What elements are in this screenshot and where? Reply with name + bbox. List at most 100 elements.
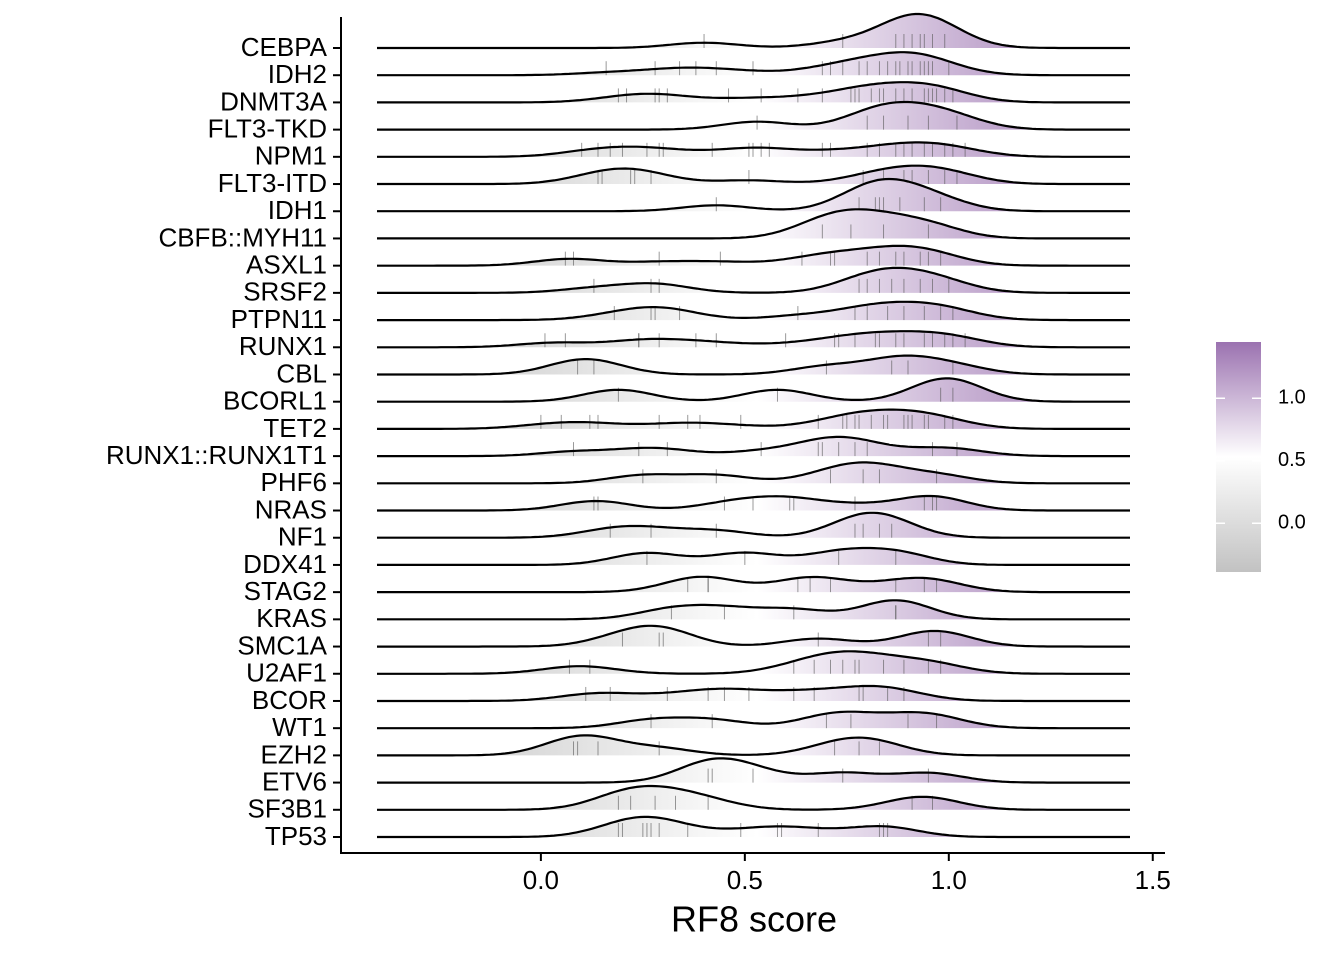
y-tick-label: SMC1A (237, 630, 327, 660)
ridge-fill (377, 52, 1130, 76)
ridge-fill (377, 462, 1130, 484)
density-line (377, 546, 1130, 566)
ridge (377, 266, 1130, 294)
density-line (377, 734, 1130, 757)
ridge-fill (377, 548, 1130, 565)
density-line (377, 624, 1130, 648)
y-tick-label: TET2 (263, 413, 327, 443)
x-tick-label: 0.0 (523, 865, 559, 895)
y-tick-label: WT1 (272, 712, 327, 742)
ridge (377, 408, 1130, 430)
ridge (377, 575, 1130, 594)
x-tick-label: 0.5 (727, 865, 763, 895)
y-tick-label: PTPN11 (231, 304, 327, 334)
density-line (377, 461, 1130, 485)
y-tick-label: PHF6 (261, 467, 327, 497)
y-tick-label: CEBPA (241, 32, 328, 62)
ridge-fill (377, 165, 1130, 185)
density-line (377, 784, 1130, 811)
density-line (377, 300, 1130, 322)
y-tick-label: BCORL1 (223, 386, 327, 416)
y-tick-label: DDX41 (243, 549, 327, 579)
ridge (377, 710, 1130, 730)
y-tick-label: IDH1 (268, 195, 327, 225)
density-line (377, 244, 1130, 267)
x-axis-title: RF8 score (671, 899, 837, 940)
ridge (377, 377, 1130, 403)
ridge (377, 734, 1130, 757)
y-tick-label: CBL (276, 358, 327, 388)
ridge (377, 546, 1130, 566)
density-line (377, 599, 1130, 621)
axes: 0.0 0.5 1.0 1.5 CEBPAIDH2DNMT3AFLT3-TKDNPM1F… (106, 32, 1171, 895)
density-line (377, 435, 1130, 458)
density-line (377, 650, 1130, 675)
ridges (377, 12, 1130, 839)
ridge-fill (377, 378, 1130, 402)
ridge (377, 164, 1130, 186)
ridge (377, 100, 1130, 131)
colorbar-tick-label: 0.0 (1278, 512, 1306, 534)
ridge (377, 461, 1130, 485)
density-line (377, 408, 1130, 430)
ridge-fill (377, 267, 1130, 293)
ridge (377, 51, 1130, 77)
y-tick-label: NF1 (278, 522, 327, 552)
density-line (377, 81, 1130, 104)
density-line (377, 494, 1130, 512)
y-tick-label: IDH2 (268, 59, 327, 89)
ridge-fill (377, 735, 1130, 756)
density-line (377, 511, 1130, 539)
ridge (377, 650, 1130, 675)
y-tick-label: NPM1 (255, 141, 327, 171)
colorbar (1216, 342, 1261, 572)
ridge-fill (377, 179, 1130, 212)
ridge (377, 141, 1130, 158)
y-tick-label: FLT3-ITD (218, 168, 327, 198)
density-line (377, 757, 1130, 784)
density-line (377, 815, 1130, 839)
ridge (377, 300, 1130, 322)
density-line (377, 12, 1130, 50)
density-line (377, 575, 1130, 594)
y-tick-label: NRAS (255, 494, 327, 524)
ridge-fill (377, 301, 1130, 321)
y-tick-label: RUNX1::RUNX1T1 (106, 440, 327, 470)
x-tick-label: 1.5 (1135, 865, 1171, 895)
ridge-fill (377, 686, 1130, 701)
density-line (377, 141, 1130, 158)
y-tick-label: DNMT3A (220, 86, 328, 116)
ridge (377, 177, 1130, 213)
ridge (377, 208, 1130, 240)
ridge (377, 624, 1130, 648)
ridge (377, 757, 1130, 784)
ridge-fill (377, 576, 1130, 593)
y-tick-label: STAG2 (244, 576, 327, 606)
density-line (377, 51, 1130, 77)
y-tick-label: TP53 (265, 821, 327, 851)
y-tick-label: SRSF2 (243, 277, 327, 307)
density-line (377, 164, 1130, 186)
ridge-fill (377, 209, 1130, 239)
ridge-fill (377, 102, 1130, 130)
ridge-fill (377, 651, 1130, 674)
ridge-fill (377, 355, 1130, 375)
colorbar-tick-label: 1.0 (1278, 387, 1306, 409)
y-tick-label: EZH2 (261, 739, 327, 769)
y-tick-label: RUNX1 (239, 331, 327, 361)
ridge-fill (377, 245, 1130, 266)
ridge (377, 435, 1130, 458)
ridge-fill (377, 14, 1130, 48)
ridge-fill (377, 816, 1130, 837)
y-tick-label: FLT3-TKD (208, 113, 327, 143)
ridge (377, 599, 1130, 621)
legend: 0.0 0.5 1.0 (1216, 342, 1306, 572)
ridge-fill (377, 786, 1130, 810)
ridge (377, 494, 1130, 512)
density-line (377, 377, 1130, 403)
x-tick-label: 1.0 (931, 865, 967, 895)
ridge (377, 511, 1130, 539)
density-line (377, 266, 1130, 294)
ridge (377, 815, 1130, 839)
y-tick-label: ASXL1 (246, 250, 327, 280)
